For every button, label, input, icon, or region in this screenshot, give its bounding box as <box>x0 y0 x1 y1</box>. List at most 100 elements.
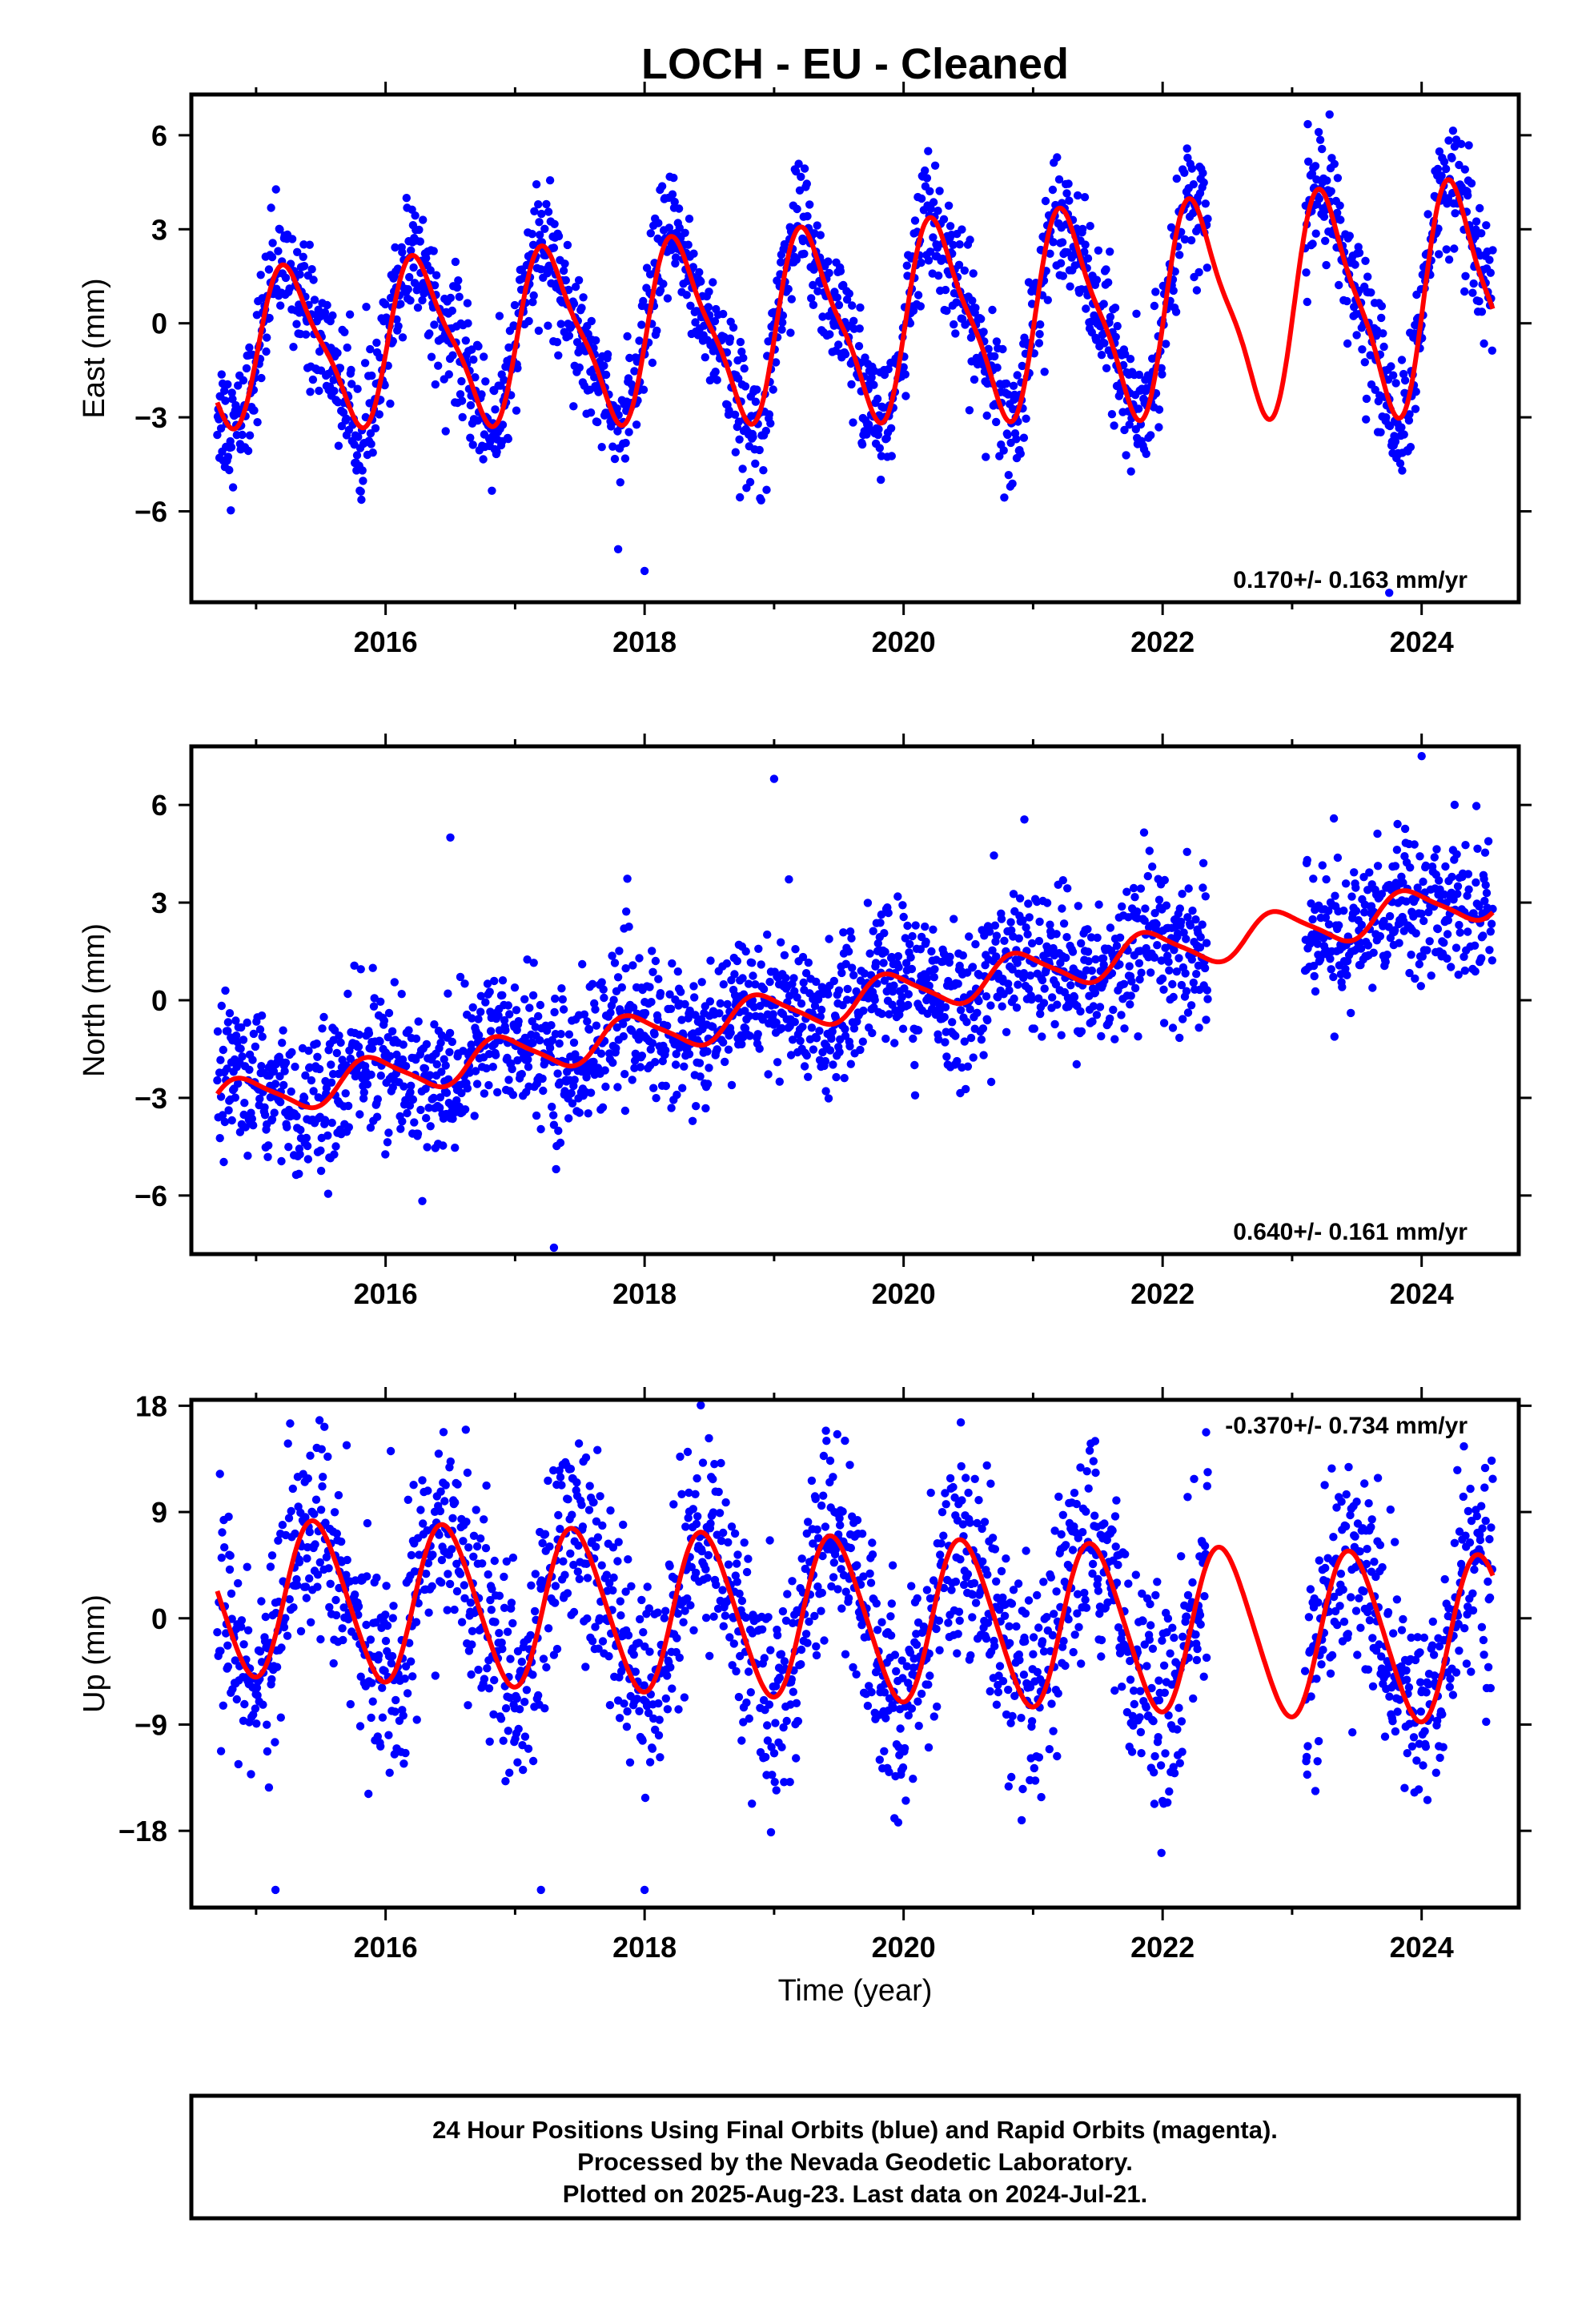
data-point <box>759 466 768 475</box>
data-point <box>998 1002 1006 1011</box>
data-point <box>457 1088 466 1098</box>
data-point <box>908 931 917 941</box>
data-point <box>1472 878 1480 887</box>
data-point <box>1152 919 1161 929</box>
data-point <box>675 1653 684 1663</box>
data-point <box>383 1621 392 1630</box>
data-point <box>877 475 885 485</box>
data-point <box>1199 858 1208 868</box>
data-point <box>1064 179 1073 188</box>
data-point <box>1008 965 1017 974</box>
data-point <box>242 364 251 373</box>
data-point <box>999 446 1008 455</box>
data-point <box>554 231 564 241</box>
data-point <box>570 1076 579 1084</box>
data-point <box>508 1553 518 1562</box>
data-point <box>347 365 355 375</box>
data-point <box>802 1051 811 1060</box>
data-point <box>544 1476 552 1486</box>
data-point <box>946 222 955 231</box>
data-point <box>264 1141 273 1150</box>
data-point <box>1112 941 1122 951</box>
data-point <box>645 270 655 279</box>
data-point <box>613 1083 622 1092</box>
data-point <box>653 1608 662 1617</box>
data-point <box>673 1609 682 1618</box>
data-point <box>880 976 889 985</box>
data-point <box>1125 962 1134 971</box>
data-point <box>893 951 903 961</box>
data-point <box>893 892 902 901</box>
data-point <box>1127 977 1136 986</box>
data-point <box>524 316 533 326</box>
data-point <box>568 1099 577 1108</box>
data-point <box>514 1724 523 1734</box>
data-point <box>1351 260 1359 269</box>
data-point <box>255 1025 265 1034</box>
data-point <box>661 1046 670 1055</box>
data-point <box>1410 840 1419 849</box>
data-point <box>771 1719 780 1727</box>
data-point <box>1145 846 1154 855</box>
data-point <box>786 328 795 337</box>
data-point <box>951 1031 960 1040</box>
data-point <box>512 1694 521 1703</box>
data-point <box>1034 339 1044 348</box>
data-point <box>977 1035 986 1044</box>
data-point <box>992 952 1001 961</box>
data-point <box>1196 933 1205 942</box>
data-point <box>429 1093 438 1103</box>
data-point <box>1450 142 1460 151</box>
data-point <box>274 1536 283 1546</box>
data-point <box>564 332 574 340</box>
data-point <box>1418 952 1427 961</box>
data-point <box>832 1072 841 1082</box>
data-point <box>1022 414 1030 423</box>
data-point <box>966 1005 974 1014</box>
data-point <box>238 1052 247 1061</box>
data-point <box>1177 917 1186 927</box>
data-point <box>854 342 864 351</box>
data-point <box>1488 956 1497 965</box>
data-point <box>1027 939 1037 948</box>
data-point <box>1407 951 1415 959</box>
data-point <box>468 1003 477 1012</box>
data-point <box>848 963 857 972</box>
data-point <box>264 1783 274 1792</box>
data-point <box>249 1029 259 1039</box>
data-point <box>408 1672 417 1681</box>
data-point <box>1427 971 1435 980</box>
data-point <box>876 919 885 927</box>
data-point <box>1106 1014 1114 1023</box>
data-point <box>303 1474 312 1483</box>
data-point <box>1027 995 1036 1004</box>
data-point <box>347 380 356 388</box>
data-point <box>303 1155 312 1164</box>
data-point <box>982 992 991 1001</box>
data-point <box>496 1715 506 1723</box>
data-point <box>554 1510 563 1520</box>
data-point <box>623 1707 632 1716</box>
data-point <box>601 370 611 380</box>
data-point <box>684 1514 693 1522</box>
data-point <box>901 959 911 967</box>
data-point <box>900 984 909 993</box>
data-point <box>559 266 568 275</box>
data-point <box>463 1468 472 1478</box>
data-point <box>1441 164 1451 174</box>
data-point <box>871 959 881 967</box>
data-point <box>843 984 852 994</box>
data-point <box>675 223 684 232</box>
data-point <box>1443 954 1452 963</box>
data-point <box>381 1610 390 1619</box>
data-point <box>270 1108 279 1117</box>
data-point <box>225 1565 235 1574</box>
data-point <box>799 978 808 987</box>
y-tick-label: −6 <box>135 496 167 529</box>
data-point <box>250 406 259 415</box>
data-point <box>1034 994 1043 1003</box>
data-point <box>845 289 854 298</box>
data-point <box>582 1559 591 1569</box>
data-point <box>648 358 657 368</box>
data-point <box>1126 1000 1134 1009</box>
